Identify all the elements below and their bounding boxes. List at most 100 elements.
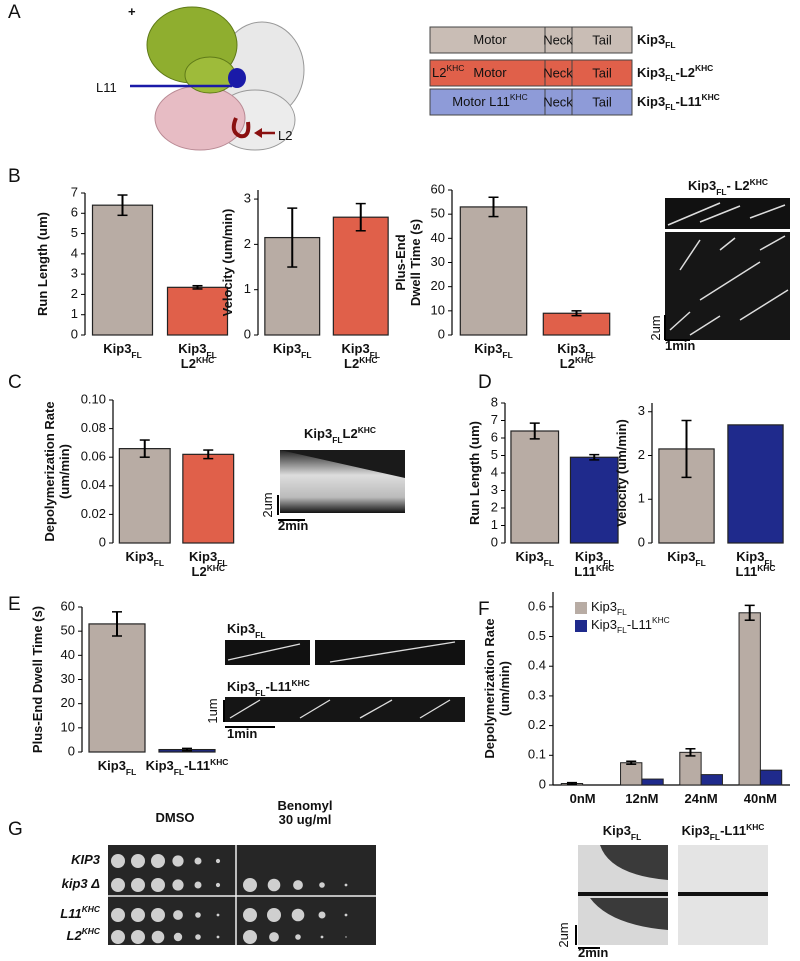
y-tick-label: 0 — [244, 326, 251, 341]
text-part: Motor L11 — [452, 94, 510, 109]
x-tick-label: Kip3FL — [189, 549, 227, 568]
text-part: L2 — [181, 356, 196, 371]
text-part: L2 — [192, 564, 207, 579]
y-tick-label: 1 — [638, 491, 645, 506]
y-tick-label: 0.1 — [528, 747, 546, 762]
text-part: KIP3 — [71, 852, 101, 867]
kymograph-shadow — [578, 898, 668, 930]
y-tick-label: 0 — [68, 743, 75, 758]
y-tick-label: 40 — [431, 230, 445, 245]
yeast-spot — [267, 908, 281, 922]
bar-chart — [81, 192, 229, 336]
text-part: Motor — [473, 32, 507, 47]
y-tick-label: 8 — [491, 394, 498, 409]
line — [419, 699, 451, 719]
text-part: KHC — [596, 563, 614, 573]
text-part: KHC — [746, 822, 764, 832]
text-part: Kip3 — [637, 94, 665, 109]
y-tick-label: 50 — [61, 623, 75, 638]
scale-label: 1min — [227, 726, 257, 741]
condition-label: 30 ug/ml — [279, 812, 332, 827]
panel-letter: B — [8, 166, 21, 187]
yeast-spot — [243, 878, 257, 892]
y-axis-label: Plus-End — [393, 234, 408, 290]
y-tick-label: 5 — [491, 447, 498, 462]
text-part: FL — [217, 558, 227, 568]
yeast-spot — [131, 930, 145, 944]
y-axis-label: Dwell Time (s) — [408, 219, 423, 306]
y-axis-label: Run Length (um) — [467, 421, 482, 525]
domain-label: Neck — [543, 32, 573, 47]
text-part: KHC — [207, 563, 225, 573]
construct-name: Kip3FL — [637, 32, 675, 50]
panel-letter: E — [8, 594, 21, 615]
kymograph-shadow — [280, 450, 405, 478]
text-part: FL — [131, 350, 141, 360]
yeast-spot — [173, 932, 183, 942]
yeast-spot — [111, 854, 125, 868]
yeast-spot — [320, 935, 324, 939]
y-tick-label: 1 — [71, 306, 78, 321]
y-axis-label: Plus-End Dwell Time (s) — [30, 606, 45, 753]
y-tick-label: 1 — [491, 517, 498, 532]
arrow-head — [254, 128, 262, 138]
yeast-spot — [344, 883, 348, 887]
y-tick-label: 6 — [491, 429, 498, 444]
text-part: Kip3 — [667, 549, 695, 564]
yeast-spot — [215, 858, 221, 864]
construct-box — [429, 59, 633, 87]
l2-loop — [231, 117, 251, 139]
text-part: KHC — [575, 355, 593, 365]
text-part: KHC — [652, 615, 670, 625]
x-tick-label: Kip3FL — [474, 341, 512, 360]
bar — [679, 751, 702, 786]
text-part: Kip3 — [736, 549, 764, 564]
scale-label: 2um — [556, 922, 571, 947]
kymograph-gap — [678, 892, 768, 896]
yeast-spot — [216, 935, 220, 939]
yeast-spot — [131, 854, 145, 868]
text-part: KHC — [510, 92, 528, 102]
plus-end-label: + — [128, 4, 136, 19]
scale-label: 2um — [648, 315, 663, 340]
yeast-spot — [319, 882, 325, 888]
text-part: Kip3 — [227, 621, 255, 636]
text-part: KHC — [210, 757, 228, 767]
kymograph-title: Kip3FL-L11KHC — [682, 822, 765, 842]
domain-label: Motor L11KHC — [452, 92, 527, 109]
x-tick-label: Kip3FL — [575, 549, 613, 568]
x-tick-label: Kip3FL — [667, 549, 705, 568]
yeast-spot — [111, 878, 125, 892]
kymograph-title: Kip3FL-L11KHC — [227, 678, 310, 698]
x-tick-label: 0nM — [570, 791, 596, 806]
text-part: FL — [174, 767, 184, 777]
text-part: FL — [126, 767, 136, 777]
text-part: FL — [154, 558, 164, 568]
bar-chart — [648, 403, 784, 544]
yeast-spot — [318, 911, 326, 919]
yeast-spot — [216, 913, 220, 917]
strain-label: L11KHC — [60, 904, 101, 921]
line — [759, 235, 786, 251]
legend-swatch — [575, 602, 587, 614]
text-part: Kip3 — [637, 32, 665, 47]
y-tick-label: 30 — [61, 671, 75, 686]
spots — [111, 854, 348, 944]
domain-label: Motor — [473, 65, 507, 80]
text-part: FL — [206, 350, 216, 360]
line — [329, 641, 456, 663]
x-tick-label: Kip3FL — [342, 341, 380, 360]
loop-label: L2 — [278, 128, 292, 143]
text-part: L11 — [574, 564, 596, 579]
text-part: Kip3 — [591, 617, 617, 632]
x-tick-label: 12nM — [625, 791, 658, 806]
text-part: Kip3 — [103, 341, 131, 356]
text-part: FL — [255, 688, 265, 698]
panel-letter: C — [8, 372, 22, 393]
text-part: Kip3 — [682, 823, 710, 838]
scale-label: 1min — [665, 338, 695, 353]
line — [699, 261, 761, 301]
y-tick-label: 0 — [638, 534, 645, 549]
y-tick-label: 0.04 — [81, 477, 106, 492]
